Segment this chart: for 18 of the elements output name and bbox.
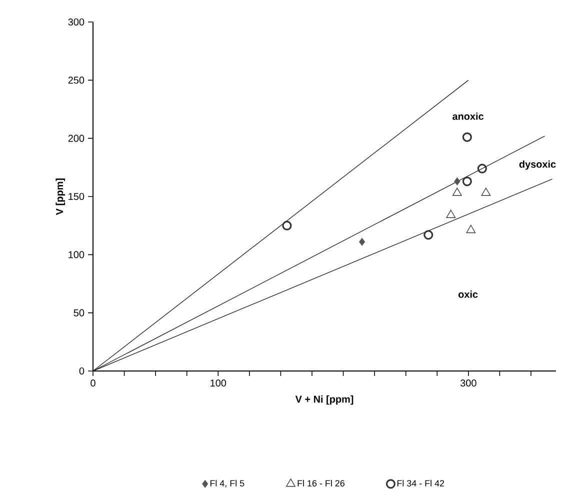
- x-tick-label: 100: [210, 380, 226, 387]
- y-tick-label: 300: [68, 18, 84, 26]
- y-tick-label: 150: [68, 192, 84, 200]
- legend-label: Fl 34 - Fl 42: [397, 480, 444, 486]
- x-axis-title: V + Ni [ppm]: [295, 395, 354, 405]
- x-tick-label: 0: [90, 380, 96, 387]
- legend-label: Fl 16 - Fl 26: [298, 480, 344, 486]
- annotation: oxic: [458, 290, 478, 298]
- annotation: anoxic: [452, 112, 484, 120]
- y-tick-label: 50: [74, 309, 84, 316]
- legend-label: Fl 4, Fl 5: [210, 480, 244, 488]
- y-tick-label: 250: [68, 76, 84, 84]
- y-tick-label: 100: [68, 251, 84, 258]
- y-tick-label: 0: [79, 367, 84, 375]
- x-tick-label: 300: [460, 380, 476, 387]
- y-tick-label: 200: [68, 134, 84, 142]
- y-axis-title: V [ppm]: [56, 178, 66, 215]
- annotation: dysoxic: [519, 160, 556, 170]
